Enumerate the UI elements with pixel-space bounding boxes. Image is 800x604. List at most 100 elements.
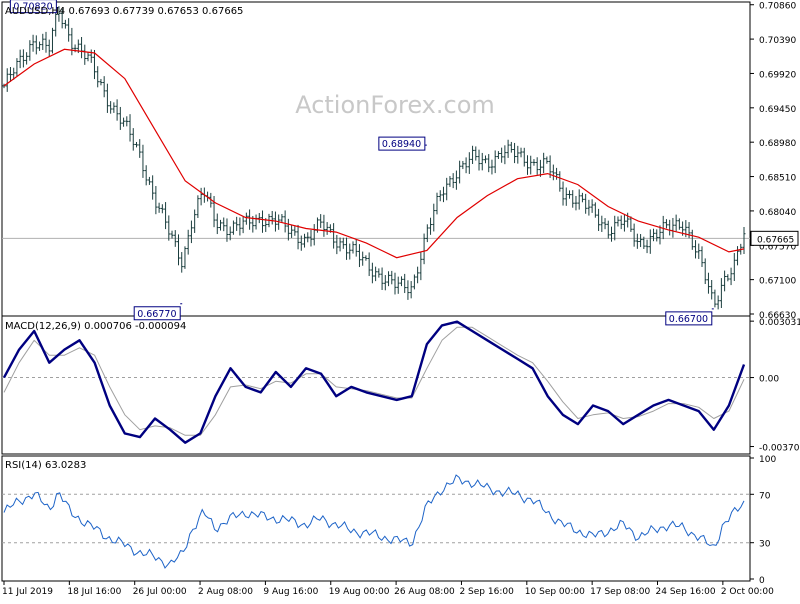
ohlc-bar bbox=[687, 222, 691, 239]
ohlc-bar bbox=[597, 208, 601, 231]
ohlc-bar bbox=[448, 176, 452, 187]
ohlc-bar bbox=[713, 289, 717, 308]
ohlc-bar bbox=[532, 159, 536, 166]
ohlc-bar bbox=[664, 219, 668, 229]
ohlc-bar bbox=[99, 78, 103, 86]
last-price-label: 0.67665 bbox=[757, 235, 794, 245]
price-annotation-label: 0.66770 bbox=[137, 309, 176, 320]
ohlc-bar bbox=[584, 193, 588, 214]
macd-axis: 0.003031 0.00 -0.003706 bbox=[750, 318, 800, 454]
ohlc-bar bbox=[568, 190, 572, 199]
price-annotation-box bbox=[665, 311, 713, 326]
ohlc-bar bbox=[648, 229, 652, 254]
ohlc-bar bbox=[12, 67, 16, 80]
ohlc-bar bbox=[290, 225, 294, 238]
ohlc-bar bbox=[396, 276, 400, 294]
ohlc-bar bbox=[671, 217, 675, 238]
time-tick-label: 26 Jul 00:00 bbox=[133, 587, 187, 597]
ohlc-bar bbox=[419, 252, 423, 281]
macd-panel-frame bbox=[1, 315, 751, 455]
ohlc-bar bbox=[399, 276, 403, 287]
rsi-line bbox=[3, 474, 745, 569]
ohlc-bar bbox=[668, 219, 672, 236]
macd-tick-label: 0.00 bbox=[759, 375, 779, 385]
ohlc-bar bbox=[406, 280, 410, 300]
time-tick-label: 9 Aug 16:00 bbox=[263, 587, 318, 597]
time-tick-label: 2 Sep 16:00 bbox=[459, 587, 514, 597]
ohlc-bar bbox=[309, 230, 313, 247]
ohlc-bar bbox=[361, 251, 365, 266]
ohlc-bar bbox=[299, 235, 303, 251]
ohlc-bar bbox=[80, 37, 84, 59]
ohlc-bar bbox=[603, 218, 607, 230]
ohlc-bar bbox=[613, 215, 617, 241]
ohlc-bar bbox=[393, 272, 397, 295]
ohlc-bar bbox=[44, 31, 48, 53]
ohlc-bar bbox=[306, 232, 310, 243]
ohlc-bar bbox=[341, 237, 345, 249]
ohlc-bar bbox=[335, 234, 339, 255]
ohlc-bar bbox=[157, 202, 161, 213]
time-tick-label: 24 Sep 16:00 bbox=[656, 587, 716, 597]
time-tick-label: 2 Oct 00:00 bbox=[721, 587, 774, 597]
ohlc-bar bbox=[270, 210, 274, 225]
ohlc-bar bbox=[639, 234, 643, 248]
ohlc-bar bbox=[493, 150, 497, 174]
ohlc-bar bbox=[677, 218, 681, 230]
ohlc-bar bbox=[694, 240, 698, 259]
ohlc-bar bbox=[28, 40, 32, 61]
ohlc-bar bbox=[50, 27, 54, 54]
price-annotation-box bbox=[133, 306, 181, 321]
ohlc-bar bbox=[89, 49, 93, 63]
macd-signal-line bbox=[3, 326, 745, 436]
ohlc-bar bbox=[445, 177, 449, 201]
ohlc-bar bbox=[555, 167, 559, 180]
ohlc-bar bbox=[509, 141, 513, 153]
ohlc-bar bbox=[67, 18, 71, 42]
rsi-path bbox=[3, 474, 745, 569]
ohlc-bar bbox=[70, 27, 74, 56]
price-tick-label: 0.70860 bbox=[759, 2, 796, 12]
ohlc-bar bbox=[57, 6, 61, 22]
ohlc-bar bbox=[112, 102, 116, 113]
time-axis: 11 Jul 2019 18 Jul 16:00 26 Jul 00:00 2 Aug… bbox=[2, 581, 774, 597]
ohlc-bar bbox=[122, 117, 126, 127]
price-tick-label: 0.69450 bbox=[759, 105, 796, 115]
ohlc-bar bbox=[244, 212, 248, 225]
ohlc-bar bbox=[196, 195, 200, 219]
ohlc-bar bbox=[412, 274, 416, 290]
rsi-tick-label: 70 bbox=[759, 491, 771, 501]
ohlc-bar bbox=[652, 228, 656, 242]
ohlc-bar bbox=[241, 216, 245, 234]
ohlc-bar bbox=[105, 83, 109, 113]
ohlc-bar bbox=[467, 152, 471, 174]
ohlc-bar bbox=[21, 49, 25, 68]
ohlc-bar bbox=[257, 212, 261, 224]
ohlc-bar bbox=[461, 160, 465, 170]
time-tick-label: 11 Jul 2019 bbox=[2, 587, 53, 597]
ohlc-bar bbox=[674, 214, 678, 232]
ohlc-bar bbox=[138, 139, 142, 158]
ohlc-bar bbox=[357, 244, 361, 268]
ohlc-bar bbox=[228, 226, 232, 241]
ohlc-bar bbox=[710, 279, 714, 300]
ohlc-bar bbox=[425, 224, 429, 243]
ohlc-bar bbox=[15, 58, 19, 77]
ohlc-bar bbox=[542, 152, 546, 174]
ohlc-bar bbox=[151, 175, 155, 200]
ohlc-bar bbox=[719, 278, 723, 308]
price-tick-label: 0.68510 bbox=[759, 174, 796, 184]
price-annotation-box bbox=[9, 0, 57, 14]
ohlc-bar bbox=[254, 214, 258, 230]
ohlc-bar bbox=[551, 164, 555, 181]
ohlc-bar bbox=[173, 230, 177, 247]
ohlc-bar bbox=[215, 213, 219, 235]
ohlc-bar bbox=[280, 214, 284, 223]
price-annotations: 0.70820 0.66770 0.68940 0.66700 bbox=[9, 0, 714, 326]
ohlc-bar bbox=[574, 195, 578, 211]
ohlc-bar bbox=[8, 66, 12, 82]
ohlc-bar bbox=[561, 181, 565, 206]
time-tick-label: 18 Jul 16:00 bbox=[67, 587, 121, 597]
price-annotation: 0.70820 bbox=[9, 0, 59, 14]
ohlc-bar bbox=[222, 217, 226, 232]
